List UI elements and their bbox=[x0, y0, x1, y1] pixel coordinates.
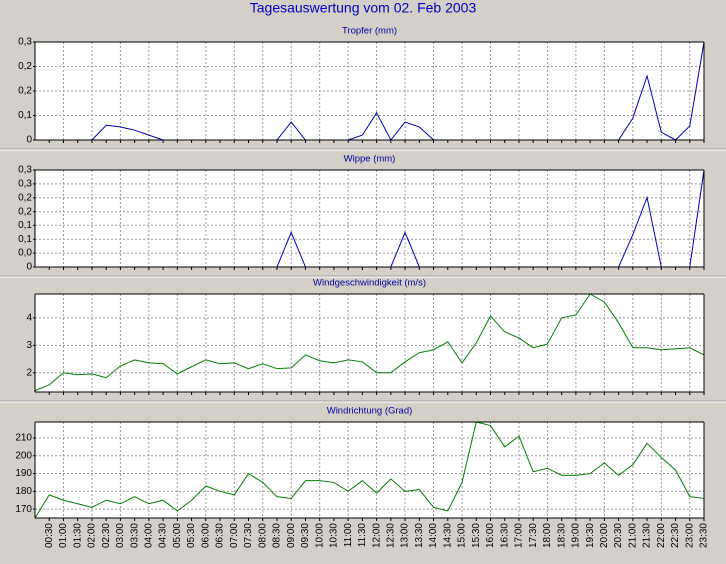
x-tick-label: 13:30 bbox=[414, 523, 425, 548]
x-tick-label: 17:00 bbox=[514, 523, 525, 548]
y-tick-label: 0 bbox=[26, 135, 32, 146]
x-tick-label: 21:30 bbox=[642, 523, 653, 548]
x-tick-label: 06:30 bbox=[215, 523, 226, 548]
panel-title: Wippe (mm) bbox=[344, 154, 396, 165]
x-tick-label: 23:00 bbox=[684, 523, 695, 548]
x-tick-label: 18:30 bbox=[556, 523, 567, 548]
x-tick-label: 09:30 bbox=[300, 523, 311, 548]
panel-title: Windrichtung (Grad) bbox=[327, 406, 413, 417]
x-tick-label: 15:00 bbox=[457, 523, 468, 548]
y-tick-label: 4 bbox=[26, 313, 32, 324]
x-tick-label: 10:00 bbox=[314, 523, 325, 548]
x-tick-label: 22:30 bbox=[670, 523, 681, 548]
y-tick-label: 0,1 bbox=[18, 234, 32, 245]
y-tick-label: 210 bbox=[15, 433, 32, 444]
x-tick-label: 12:00 bbox=[371, 523, 382, 548]
y-tick-label: 0,3 bbox=[18, 179, 32, 190]
x-tick-label: 23:30 bbox=[699, 523, 710, 548]
x-tick-label: 22:00 bbox=[656, 523, 667, 548]
y-tick-label: 200 bbox=[15, 450, 32, 461]
y-tick-label: 190 bbox=[15, 468, 32, 479]
y-tick-label: 0,3 bbox=[18, 165, 32, 176]
data-line bbox=[34, 293, 705, 392]
y-tick-label: 0,2 bbox=[18, 206, 32, 217]
page-title: Tagesauswertung vom 02. Feb 2003 bbox=[250, 0, 477, 16]
panel-title: Tropfer (mm) bbox=[342, 26, 397, 37]
x-tick-label: 08:30 bbox=[272, 523, 283, 548]
y-tick-label: 170 bbox=[15, 504, 32, 515]
x-tick-label: 11:00 bbox=[343, 523, 354, 548]
x-tick-label: 21:00 bbox=[627, 523, 638, 548]
x-tick-label: 07:00 bbox=[229, 523, 240, 548]
x-tick-label: 01:00 bbox=[58, 523, 69, 548]
x-tick-label: 04:30 bbox=[158, 523, 169, 548]
y-tick-label: 0,2 bbox=[18, 192, 32, 203]
x-tick-label: 15:30 bbox=[471, 523, 482, 548]
plot-area bbox=[35, 294, 704, 392]
data-line bbox=[34, 421, 705, 519]
x-tick-label: 13:00 bbox=[400, 523, 411, 548]
y-tick-label: 3 bbox=[26, 340, 32, 351]
x-tick-label: 09:00 bbox=[286, 523, 297, 548]
x-tick-label: 16:00 bbox=[485, 523, 496, 548]
x-tick-label: 04:00 bbox=[144, 523, 155, 548]
x-tick-label: 00:30 bbox=[44, 523, 55, 548]
x-tick-label: 20:30 bbox=[613, 523, 624, 548]
x-tick-label: 12:30 bbox=[385, 523, 396, 548]
y-tick-label: 0 bbox=[26, 262, 32, 273]
x-tick-label: 02:00 bbox=[87, 523, 98, 548]
x-tick-label: 10:30 bbox=[329, 523, 340, 548]
x-tick-label: 02:30 bbox=[101, 523, 112, 548]
x-tick-label: 06:00 bbox=[200, 523, 211, 548]
x-tick-label: 18:00 bbox=[542, 523, 553, 548]
x-tick-label: 20:00 bbox=[599, 523, 610, 548]
y-tick-label: 0,1 bbox=[18, 220, 32, 231]
x-tick-label: 14:30 bbox=[442, 523, 453, 548]
x-tick-label: 17:30 bbox=[528, 523, 539, 548]
plot-area bbox=[35, 170, 704, 267]
x-tick-label: 05:30 bbox=[186, 523, 197, 548]
x-tick-label: 11:30 bbox=[357, 523, 368, 548]
x-tick-label: 03:30 bbox=[129, 523, 140, 548]
y-tick-label: 0,3 bbox=[18, 37, 32, 48]
x-tick-label: 03:00 bbox=[115, 523, 126, 548]
y-tick-label: 2 bbox=[26, 367, 32, 378]
x-tick-label: 07:30 bbox=[243, 523, 254, 548]
x-tick-label: 01:30 bbox=[72, 523, 83, 548]
x-tick-label: 16:30 bbox=[499, 523, 510, 548]
x-tick-label: 08:00 bbox=[257, 523, 268, 548]
y-tick-label: 0,0 bbox=[18, 248, 32, 259]
panel-title: Windgeschwindigkeit (m/s) bbox=[313, 278, 426, 289]
y-tick-label: 0,2 bbox=[18, 61, 32, 72]
y-tick-label: 180 bbox=[15, 486, 32, 497]
x-tick-label: 14:00 bbox=[428, 523, 439, 548]
y-tick-label: 0,1 bbox=[18, 110, 32, 121]
x-tick-label: 19:30 bbox=[585, 523, 596, 548]
plot-area bbox=[35, 422, 704, 518]
x-tick-label: 05:00 bbox=[172, 523, 183, 548]
x-tick-label: 19:00 bbox=[571, 523, 582, 548]
y-tick-label: 0,2 bbox=[18, 86, 32, 97]
